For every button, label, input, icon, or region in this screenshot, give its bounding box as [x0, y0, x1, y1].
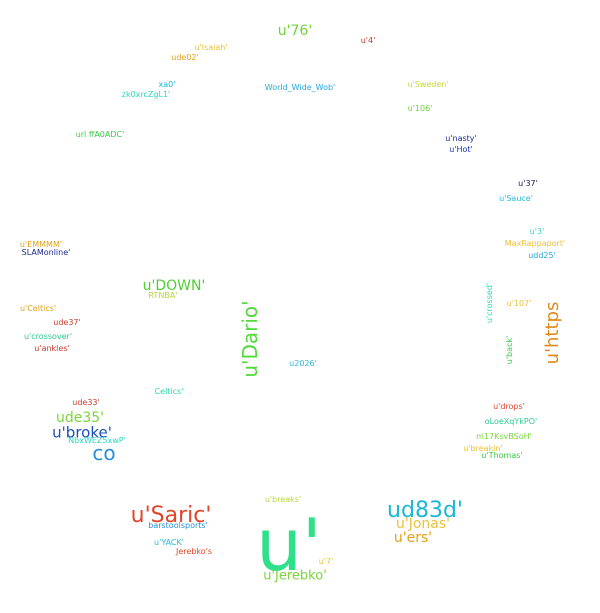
- cloud-word: RTNBA': [148, 291, 178, 300]
- cloud-word: u'Dario': [238, 300, 262, 378]
- cloud-word: ud83d': [387, 498, 463, 523]
- cloud-word: oLoeXqYkPO': [484, 417, 538, 426]
- cloud-word: m17KsvBSoH': [476, 432, 532, 441]
- cloud-word: u'crossed': [485, 282, 494, 324]
- cloud-word: ude33': [72, 398, 100, 407]
- cloud-word: u'76': [277, 23, 313, 39]
- cloud-word: u'crossover': [23, 332, 73, 341]
- cloud-word: u'Sweden': [407, 80, 449, 89]
- cloud-word: u'ers': [393, 530, 433, 546]
- cloud-word: u'107': [506, 299, 532, 308]
- cloud-word: u'DOWN': [142, 278, 206, 294]
- cloud-word: u'nasty': [445, 134, 477, 143]
- cloud-word: u'YACK': [154, 538, 184, 547]
- cloud-word: udd25': [528, 251, 556, 260]
- cloud-word: ude37': [53, 318, 81, 327]
- cloud-word: u'Sauce': [499, 194, 533, 203]
- cloud-word: ude02': [171, 53, 199, 62]
- cloud-word: u'3': [529, 227, 545, 236]
- cloud-word: u'broke': [52, 423, 112, 442]
- cloud-word: u'Hot': [449, 145, 473, 154]
- cloud-word: u'drops': [493, 402, 525, 411]
- cloud-word: u'7': [318, 557, 334, 566]
- cloud-word: u'ankles': [34, 344, 70, 353]
- cloud-word: u'EMMMM': [19, 240, 63, 249]
- cloud-word: barstoolsports': [148, 521, 208, 530]
- cloud-word: MaxRappaport': [504, 239, 566, 248]
- cloud-word: NbxWEZ5xwP': [68, 436, 126, 445]
- cloud-word: Celtics': [154, 387, 184, 396]
- cloud-word: u': [256, 503, 322, 587]
- cloud-word: u'Saric': [130, 503, 212, 528]
- cloud-word: u'breakin': [463, 444, 503, 453]
- cloud-word: SLAMonline': [21, 248, 71, 257]
- cloud-word: u'Isaiah': [194, 43, 228, 52]
- cloud-word: World_Wide_Wob': [264, 83, 336, 92]
- cloud-word: u'Jerebko': [263, 568, 327, 584]
- cloud-word: u'37': [518, 179, 538, 188]
- cloud-word: u'back': [505, 335, 514, 365]
- cloud-word: zk0xrcZgL1': [121, 90, 171, 99]
- cloud-word: ude35': [55, 410, 105, 426]
- cloud-word: u'breaks': [264, 495, 302, 504]
- cloud-word: url ffA0ADC': [75, 130, 125, 139]
- cloud-word: u'Celtics': [19, 304, 57, 313]
- cloud-word: xa0': [158, 80, 176, 89]
- cloud-word: u'Jonas': [395, 516, 451, 532]
- cloud-word: u'106': [407, 104, 433, 113]
- cloud-word: Jerebko's: [175, 547, 213, 556]
- cloud-word: u'Thomas': [481, 451, 523, 460]
- cloud-word: u2026': [289, 359, 317, 368]
- cloud-word: co: [92, 441, 116, 465]
- cloud-word: u'4': [360, 36, 376, 45]
- cloud-word: u'https: [542, 301, 563, 365]
